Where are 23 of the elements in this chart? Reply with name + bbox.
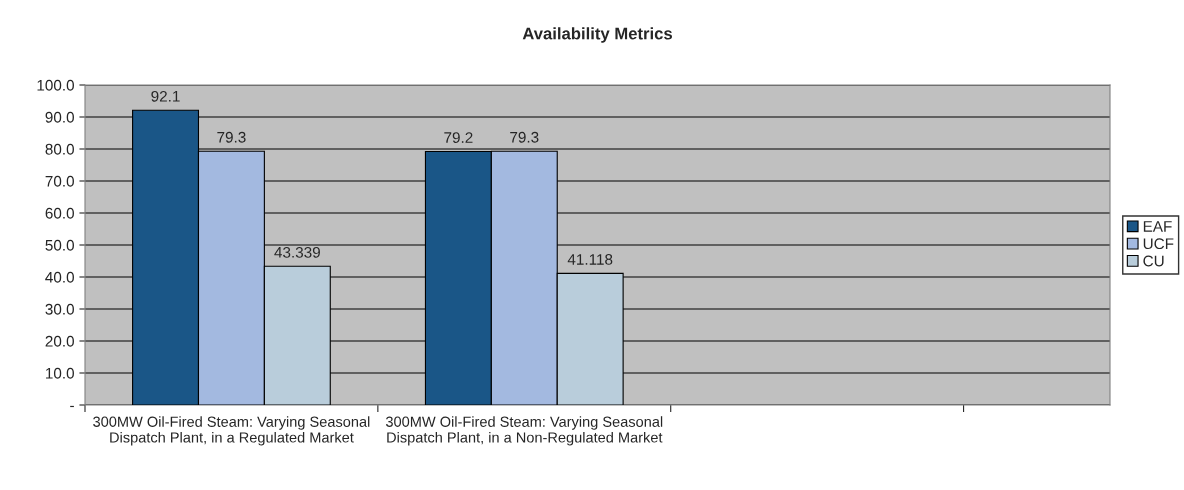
chart-title: Availability Metrics	[522, 27, 672, 43]
legend-label: UCF	[1143, 238, 1174, 250]
data-label: 79.3	[510, 131, 539, 143]
y-tick-label: 30.0	[45, 303, 74, 315]
y-tick-label: 50.0	[45, 239, 74, 251]
data-label: 43.339	[274, 246, 320, 258]
legend-label: CU	[1143, 255, 1164, 267]
y-tick-label: 90.0	[45, 111, 74, 123]
y-tick-label: 40.0	[45, 271, 74, 283]
data-label: 79.2	[444, 132, 473, 143]
y-tick-label: 20.0	[45, 335, 74, 347]
x-tick-label: 300MW Oil-Fired Steam: Varying Seasonal Dispatch Plant, in a Non-Regulated Market	[385, 416, 663, 446]
y-tick-label: 70.0	[45, 175, 74, 187]
legend-label: EAF	[1143, 221, 1172, 232]
y-tick-label: 60.0	[45, 207, 74, 219]
data-label: 79.3	[217, 131, 246, 143]
y-tick-label: -	[70, 405, 74, 408]
y-tick-label: 100.0	[37, 79, 74, 91]
y-tick-label: 10.0	[46, 367, 74, 379]
data-label: 92.1	[151, 90, 180, 102]
x-tick-label: 300MW Oil-Fired Steam: Varying Seasonal Dispatch Plant, in a Regulated Market	[93, 416, 370, 446]
y-tick-label: 80.0	[45, 143, 74, 155]
data-label: 41.118	[567, 254, 613, 265]
